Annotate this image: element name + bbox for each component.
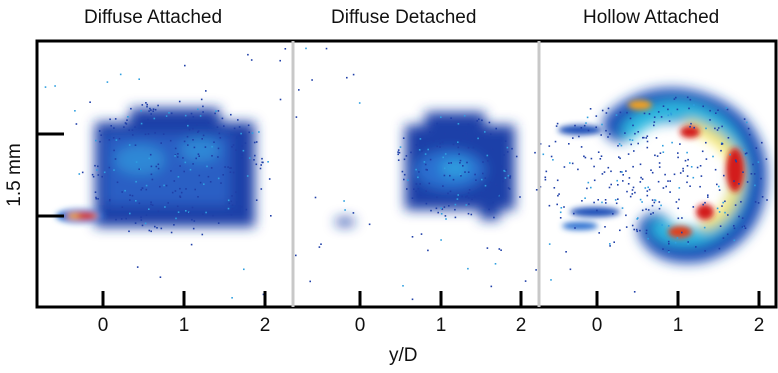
- panel-title-2: Diffuse Detached: [331, 7, 477, 28]
- tick-label: 0: [591, 315, 603, 336]
- tick-label: 1: [435, 315, 447, 336]
- scale-bar-label: 1.5 mm: [4, 143, 25, 207]
- speckle-noise: [44, 47, 768, 301]
- x-axis-label: y/D: [389, 345, 418, 366]
- panel-diffuse-attached-image: [56, 108, 255, 227]
- panel-title-3: Hollow Attached: [583, 7, 720, 28]
- tick-label: 0: [97, 315, 109, 336]
- tick-label: 2: [259, 315, 271, 336]
- tick-label: 0: [354, 315, 366, 336]
- tick-label: 2: [753, 315, 765, 336]
- panel-diffuse-detached-image: [335, 112, 515, 226]
- x-tick-marks: [101, 291, 761, 307]
- plot-frame: [35, 39, 778, 309]
- tick-label: 1: [178, 315, 190, 336]
- panel-title-1: Diffuse Attached: [84, 7, 223, 28]
- tick-label: 1: [672, 315, 684, 336]
- tick-label: 2: [515, 315, 527, 336]
